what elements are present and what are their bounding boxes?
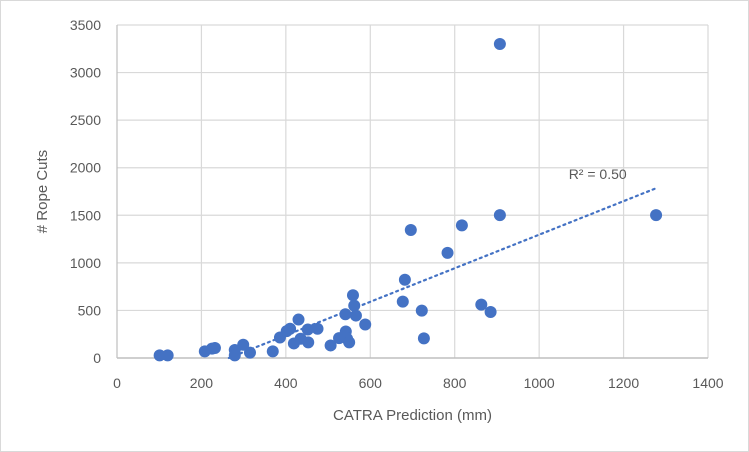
gridlines (116, 24, 709, 358)
data-point (484, 305, 497, 318)
data-point (417, 332, 430, 345)
data-point (415, 304, 428, 317)
data-point (324, 339, 337, 352)
data-point (208, 342, 221, 355)
trendline (227, 187, 657, 360)
x-tick-label: 0 (113, 375, 121, 391)
data-point (650, 209, 663, 222)
data-point (346, 289, 359, 302)
data-point (339, 308, 352, 321)
data-point (301, 323, 314, 336)
x-tick-label: 1200 (608, 375, 639, 391)
x-axis-tick-labels: 0 200 400 600 800 1000 1200 1400 (113, 375, 724, 391)
data-point (493, 209, 506, 222)
x-tick-label: 600 (359, 375, 383, 391)
y-tick-label: 3500 (70, 17, 101, 33)
data-point (302, 336, 315, 349)
data-point (404, 224, 417, 237)
data-point (243, 346, 256, 359)
trendline-group (227, 187, 657, 360)
data-point (455, 219, 468, 232)
data-point (348, 299, 361, 312)
data-points (153, 38, 663, 362)
r-squared-label: R² = 0.50 (569, 166, 627, 182)
y-tick-label: 0 (93, 350, 101, 366)
y-tick-label: 2000 (70, 160, 101, 176)
data-point (396, 295, 409, 308)
data-point (266, 345, 279, 358)
data-point (441, 246, 454, 259)
x-tick-label: 200 (190, 375, 214, 391)
y-tick-label: 1500 (70, 207, 101, 223)
data-point (161, 349, 174, 362)
y-axis-tick-labels: 0 500 1000 1500 2000 2500 3000 3500 (70, 17, 101, 366)
data-point (284, 322, 297, 335)
data-point (237, 338, 250, 351)
y-axis-title: # Rope Cuts (34, 150, 51, 233)
data-point (359, 318, 372, 331)
data-point (493, 38, 506, 51)
data-point (292, 313, 305, 326)
data-point (228, 349, 241, 362)
x-tick-label: 1400 (692, 375, 723, 391)
x-axis-title: CATRA Prediction (mm) (333, 407, 492, 424)
y-tick-label: 1000 (70, 255, 101, 271)
y-tick-label: 2500 (70, 112, 101, 128)
x-tick-label: 400 (274, 375, 298, 391)
data-point (343, 336, 356, 349)
data-point (475, 298, 488, 311)
data-point (349, 309, 362, 322)
y-tick-label: 500 (78, 302, 102, 318)
x-tick-label: 800 (443, 375, 467, 391)
data-point (398, 273, 411, 286)
x-tick-label: 1000 (524, 375, 555, 391)
data-point (311, 322, 324, 335)
y-tick-label: 3000 (70, 65, 101, 81)
